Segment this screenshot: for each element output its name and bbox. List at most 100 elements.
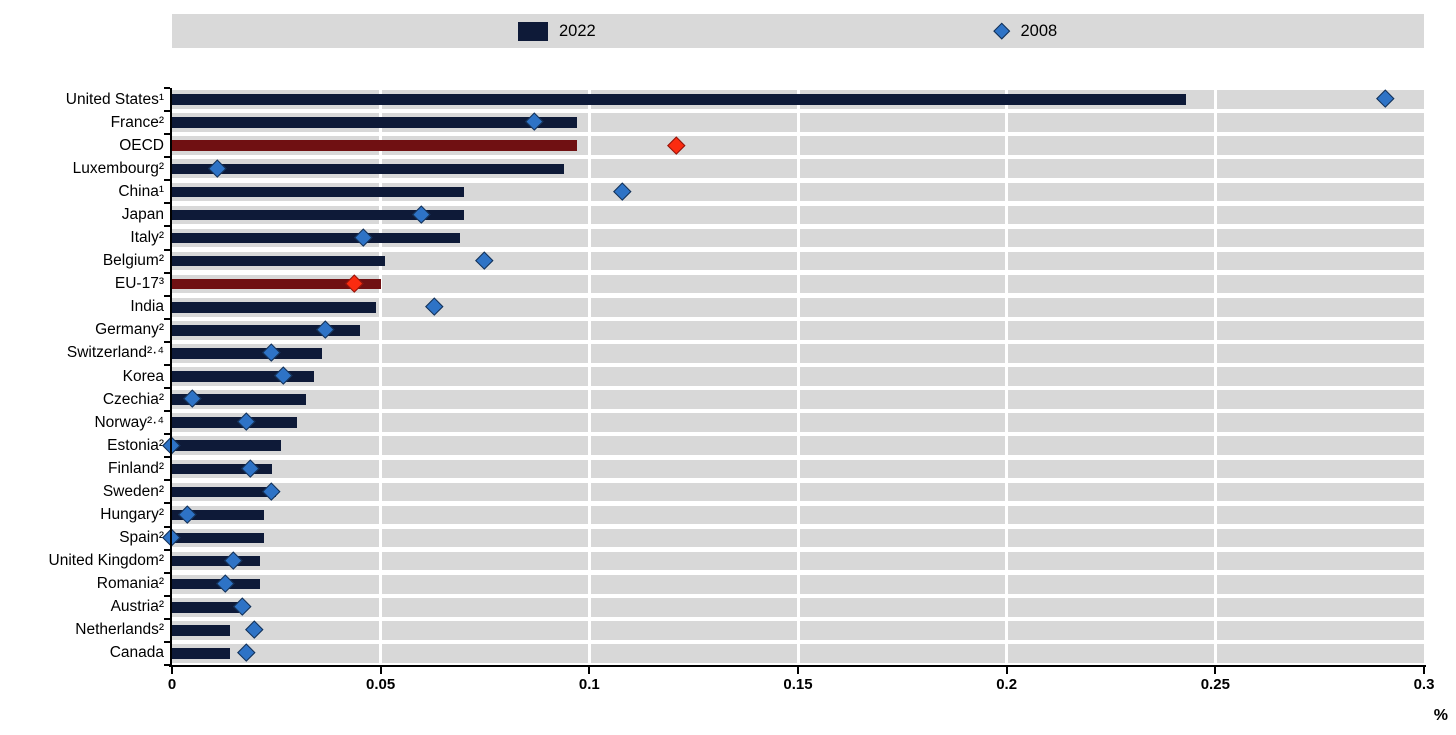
bar-2022 <box>172 325 360 336</box>
x-tick <box>1423 667 1425 674</box>
x-tick <box>1005 667 1008 674</box>
y-axis-label: Spain² <box>119 529 164 547</box>
x-tick-label: 0.3 <box>1413 676 1435 693</box>
y-axis-label: Estonia² <box>107 436 164 454</box>
bar-2022 <box>172 186 465 198</box>
y-tick <box>164 479 170 482</box>
gridline <box>1005 88 1009 665</box>
y-tick <box>164 456 170 459</box>
y-tick <box>164 363 170 366</box>
y-tick <box>164 294 170 297</box>
bar-2022 <box>172 578 260 590</box>
bar-2022 <box>172 532 264 544</box>
y-axis-label: Luxembourg² <box>72 159 164 177</box>
y-tick <box>164 156 170 159</box>
x-tick-label: 0.1 <box>578 676 600 693</box>
legend-label-2022: 2022 <box>559 21 596 40</box>
y-axis-label: Japan <box>121 205 164 223</box>
y-axis-label: Romania² <box>96 575 164 593</box>
y-axis-label: India <box>130 298 164 316</box>
y-tick <box>164 225 170 228</box>
y-axis-label: Austria² <box>110 598 164 616</box>
y-axis-label: Italy² <box>130 229 164 247</box>
bar-2022 <box>172 163 565 175</box>
bar-2022 <box>172 486 277 498</box>
x-tick <box>171 667 173 674</box>
y-tick <box>164 340 170 343</box>
bar-2022 <box>172 625 231 636</box>
x-tick <box>588 667 591 674</box>
gridline <box>1213 88 1217 665</box>
x-tick-label: 0.05 <box>366 676 396 693</box>
bar-2022 <box>172 302 377 313</box>
y-tick <box>164 202 170 205</box>
legend-item-2022: 2022 <box>518 14 596 48</box>
x-tick-label: 0.25 <box>1200 676 1230 693</box>
y-tick <box>164 571 170 574</box>
y-axis-label: Canada <box>109 644 164 662</box>
y-axis-label: Czechia² <box>102 390 164 408</box>
legend-label-2008: 2008 <box>1020 21 1058 40</box>
y-axis-label: OECD <box>119 136 164 154</box>
x-tick-label: 0.2 <box>996 676 1018 693</box>
y-axis-label: Switzerland²·⁴ <box>66 344 164 362</box>
y-axis-label: Finland² <box>108 459 164 477</box>
y-axis-label: Germany² <box>95 321 164 339</box>
y-axis-label: Norway²·⁴ <box>94 413 164 431</box>
y-tick <box>164 525 170 528</box>
y-axis-label: United Kingdom² <box>48 552 164 570</box>
y-tick <box>164 317 170 320</box>
y-axis-label: France² <box>110 113 164 131</box>
y-tick <box>164 271 170 274</box>
bar-2022 <box>172 509 264 521</box>
gridline <box>796 88 800 665</box>
y-axis-label: China¹ <box>118 182 164 200</box>
bar-2022 <box>172 348 323 359</box>
x-axis-unit-label: % <box>1433 707 1448 724</box>
bar-2022 <box>172 648 231 659</box>
bar-2022 <box>172 232 460 244</box>
legend-item-2008: 2008 <box>993 14 1058 48</box>
y-axis-label: EU-17³ <box>114 275 164 293</box>
y-tick <box>164 133 170 136</box>
y-tick <box>164 640 170 643</box>
y-tick <box>164 433 170 436</box>
bar-2022 <box>172 555 260 567</box>
bar-2022 <box>172 602 239 613</box>
y-tick <box>164 502 170 505</box>
x-tick-label: 0.15 <box>783 676 813 693</box>
plot-area <box>162 88 1424 665</box>
legend: 2022 2008 <box>172 14 1424 48</box>
gridline <box>587 88 591 665</box>
y-axis-label: Korea <box>122 367 164 385</box>
legend-bar-swatch-icon <box>518 21 548 41</box>
x-axis-line <box>169 664 1426 667</box>
bar-2022 <box>172 117 577 128</box>
y-axis-label: Belgium² <box>102 252 164 270</box>
y-axis-label: Sweden² <box>102 482 164 500</box>
y-tick <box>164 179 170 182</box>
bar-2022 <box>172 255 385 267</box>
y-axis-label: United States¹ <box>65 90 164 108</box>
gridline <box>379 88 383 665</box>
y-axis-label: Hungary² <box>100 505 164 523</box>
x-tick <box>1214 667 1217 674</box>
x-tick <box>379 667 382 674</box>
y-tick <box>164 410 170 413</box>
bar-2022 <box>172 371 314 382</box>
y-tick <box>164 594 170 597</box>
x-tick <box>797 667 799 674</box>
y-tick <box>164 87 170 89</box>
bar-2022 <box>172 440 281 451</box>
bar-2022 <box>172 140 577 151</box>
bar-2022 <box>172 463 273 475</box>
bar-2022 <box>172 209 465 221</box>
y-tick <box>164 617 170 620</box>
bar-2022 <box>172 94 1187 105</box>
y-tick <box>164 548 170 551</box>
bar-2022 <box>172 278 381 290</box>
y-tick <box>164 110 170 113</box>
y-axis-line <box>170 88 173 667</box>
y-axis-label: Netherlands² <box>75 621 164 639</box>
